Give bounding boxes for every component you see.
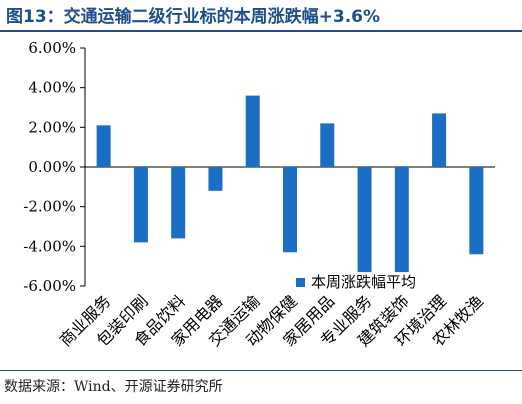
legend-label: 本周涨跌幅平均 xyxy=(311,273,416,291)
bar-chart: 6.00%4.00%2.00%0.00%-2.00%-4.00%-6.00%商业… xyxy=(23,39,495,350)
bar xyxy=(432,113,447,167)
source-note: 数据来源：Wind、开源证券研究所 xyxy=(4,379,223,395)
title-divider xyxy=(0,30,522,32)
bar xyxy=(96,125,111,167)
bar xyxy=(394,167,409,273)
y-tick-label: -6.00% xyxy=(23,277,76,295)
legend-swatch xyxy=(296,278,305,287)
y-tick-label: 4.00% xyxy=(28,79,76,97)
bar xyxy=(320,123,335,167)
bar xyxy=(283,167,297,253)
source-divider xyxy=(0,370,522,371)
y-tick-label: -4.00% xyxy=(23,237,76,255)
bar xyxy=(171,167,186,239)
figure-title: 图13：交通运输二级行业标的本周涨跌幅+3.6% xyxy=(6,7,381,27)
bar xyxy=(469,167,484,255)
bar xyxy=(357,167,372,273)
y-tick-label: 6.00% xyxy=(28,39,76,57)
y-tick-label: 0.00% xyxy=(28,158,76,176)
bar xyxy=(245,95,260,167)
bar xyxy=(133,167,148,243)
bar xyxy=(208,167,223,191)
y-tick-label: -2.00% xyxy=(23,198,76,216)
y-tick-label: 2.00% xyxy=(28,118,76,136)
